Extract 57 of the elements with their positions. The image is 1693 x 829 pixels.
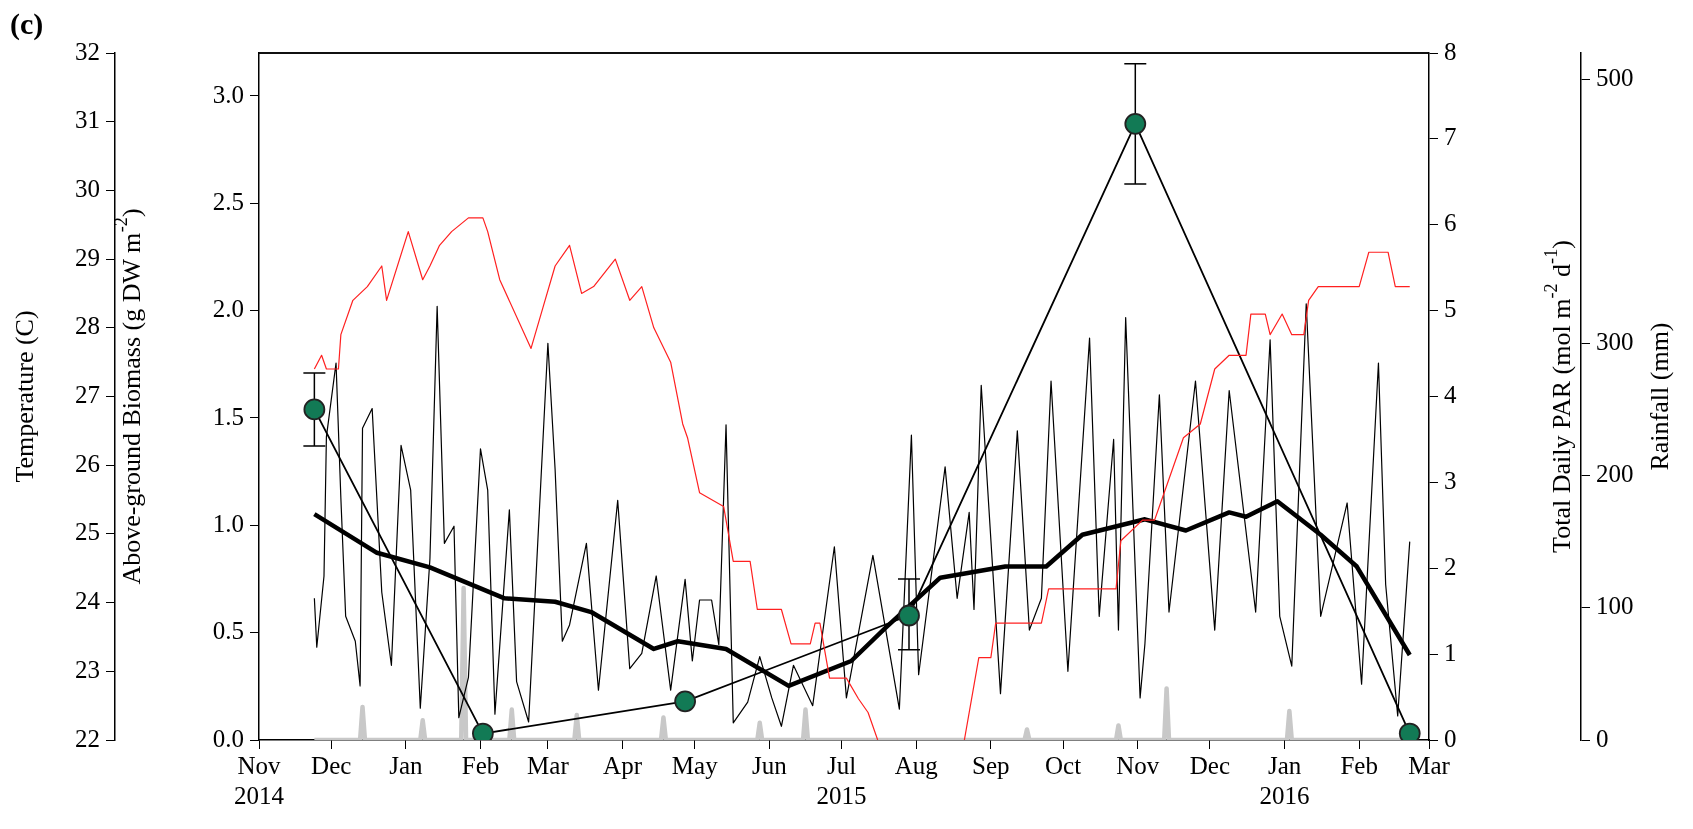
y3-tick-label: 500 <box>1596 63 1634 91</box>
y-tick-label: 2.0 <box>212 295 244 323</box>
x-tick-label: Dec <box>1189 751 1231 779</box>
x-tick-label: Dec <box>311 751 352 779</box>
x-tick-label: Oct <box>1045 751 1082 779</box>
point <box>674 690 697 713</box>
y-tick-label: 23 <box>75 655 100 683</box>
y-tick-label: 27 <box>75 381 100 409</box>
x-tick-label: Nov <box>1116 751 1160 779</box>
y-tick-label: 24 <box>75 587 101 615</box>
x-tick-label: Jul 2015 <box>816 751 867 809</box>
y-tick-label: 25 <box>75 518 100 546</box>
y-axis-title: Temperature (C) <box>9 310 39 483</box>
y2-tick-label: 7 <box>1444 123 1457 151</box>
x-tick-label: Mar <box>527 751 570 779</box>
y-tick-label: 1.5 <box>212 402 244 430</box>
y2-tick-label: 5 <box>1444 295 1457 323</box>
x-tick-label: Aug <box>894 751 939 779</box>
y3-axis-title: Rainfall (mm) <box>1644 322 1674 471</box>
y2-tick-label: 8 <box>1444 37 1457 65</box>
text: (c) <box>10 6 44 41</box>
y-tick-label: 3.0 <box>212 80 244 108</box>
y3-tick-label: 100 <box>1596 592 1634 620</box>
x-tick-label: Sep <box>972 751 1010 779</box>
y3-tick-label: 0 <box>1596 724 1609 752</box>
y-tick-label: 32 <box>75 37 100 65</box>
y3-tick-label: 300 <box>1596 328 1634 356</box>
point <box>898 604 920 627</box>
y-tick-label: 2.5 <box>212 187 244 215</box>
y-tick-label: 1.0 <box>212 509 244 537</box>
y2-tick-label: 1 <box>1444 638 1457 666</box>
y-tick-label: 29 <box>75 243 100 271</box>
point <box>303 398 326 421</box>
y2-tick-label: 4 <box>1444 381 1457 409</box>
x-tick-label: Feb <box>461 751 500 779</box>
y-tick-label: 28 <box>75 312 100 340</box>
y-tick-label: 31 <box>75 106 100 134</box>
y3-tick-label: 200 <box>1596 460 1634 488</box>
x-tick-label: Jan <box>389 751 424 779</box>
y2-tick-label: 6 <box>1444 209 1457 237</box>
y-tick-label: 26 <box>75 449 100 477</box>
y2-axis-title: Total Daily PAR (mol m-2 d-1) <box>1541 240 1576 553</box>
y2-tick-label: 3 <box>1444 466 1457 494</box>
x-tick-label: Jun <box>752 751 788 779</box>
y2-tick-label: 0 <box>1444 724 1457 752</box>
point <box>1124 112 1147 135</box>
y2-tick-label: 2 <box>1444 552 1457 580</box>
x-tick-label: Mar <box>1408 751 1451 779</box>
y-tick-label: 22 <box>75 724 100 752</box>
x-tick-label: Feb <box>1340 751 1378 779</box>
y-tick-label: 0.5 <box>212 617 244 645</box>
x-tick-label: May <box>671 751 719 779</box>
x-tick-label: Jan 2016 <box>1259 751 1310 809</box>
y-tick-label: 0.0 <box>212 724 244 752</box>
y-tick-label: 30 <box>75 174 100 202</box>
x-tick-label: Apr <box>603 751 643 779</box>
x-tick-label: Nov 2014 <box>234 751 285 809</box>
